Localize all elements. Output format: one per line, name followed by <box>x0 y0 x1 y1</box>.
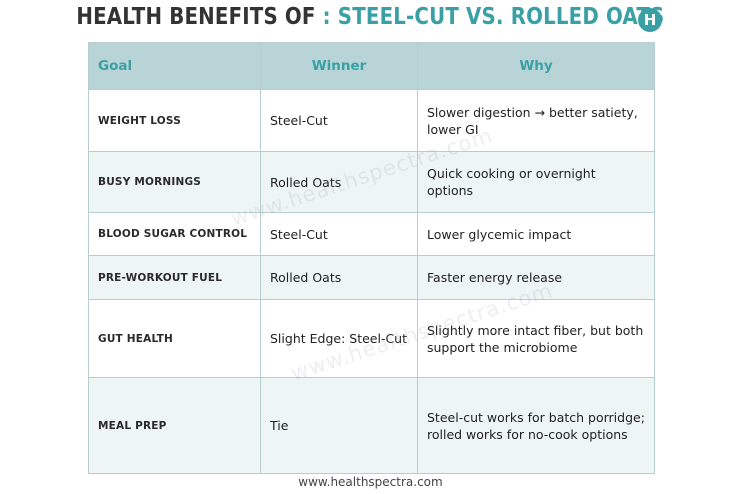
comparison-table: Goal Winner Why WEIGHT LOSS Steel-Cut Sl… <box>88 42 655 474</box>
winner-cell: Rolled Oats <box>260 151 418 213</box>
table-row: GUT HEALTH Slight Edge: Steel-Cut Slight… <box>88 299 655 378</box>
title-part-2: : STEEL-CUT VS. ROLLED OATS <box>315 4 665 30</box>
winner-cell: Steel-Cut <box>260 212 418 256</box>
why-cell: Quick cooking or overnight options <box>417 151 655 213</box>
table-row: BLOOD SUGAR CONTROL Steel-Cut Lower glyc… <box>88 212 655 256</box>
goal-cell: GUT HEALTH <box>88 299 261 378</box>
table-row: MEAL PREP Tie Steel-cut works for batch … <box>88 377 655 474</box>
goal-cell: WEIGHT LOSS <box>88 89 261 152</box>
why-cell: Faster energy release <box>417 255 655 300</box>
header-goal: Goal <box>88 42 261 90</box>
table-row: WEIGHT LOSS Steel-Cut Slower digestion →… <box>88 89 655 152</box>
why-cell: Lower glycemic impact <box>417 212 655 256</box>
goal-cell: BLOOD SUGAR CONTROL <box>88 212 261 256</box>
why-cell: Slower digestion → better satiety, lower… <box>417 89 655 152</box>
goal-cell: PRE-WORKOUT FUEL <box>88 255 261 300</box>
footer-url: www.healthspectra.com <box>298 475 443 489</box>
goal-cell: MEAL PREP <box>88 377 261 474</box>
brand-logo-icon: H <box>638 8 662 32</box>
page-title: HEALTH BENEFITS OF : STEEL-CUT VS. ROLLE… <box>52 4 689 30</box>
table-row: BUSY MORNINGS Rolled Oats Quick cooking … <box>88 151 655 213</box>
winner-cell: Steel-Cut <box>260 89 418 152</box>
header-why: Why <box>417 42 655 90</box>
winner-cell: Rolled Oats <box>260 255 418 300</box>
why-cell: Slightly more intact fiber, but both sup… <box>417 299 655 378</box>
winner-cell: Tie <box>260 377 418 474</box>
header-winner: Winner <box>260 42 418 90</box>
goal-cell: BUSY MORNINGS <box>88 151 261 213</box>
table-row: PRE-WORKOUT FUEL Rolled Oats Faster ener… <box>88 255 655 300</box>
title-part-1: HEALTH BENEFITS OF <box>76 4 316 30</box>
table-header-row: Goal Winner Why <box>88 42 655 90</box>
why-cell: Steel-cut works for batch porridge; roll… <box>417 377 655 474</box>
winner-cell: Slight Edge: Steel-Cut <box>260 299 418 378</box>
